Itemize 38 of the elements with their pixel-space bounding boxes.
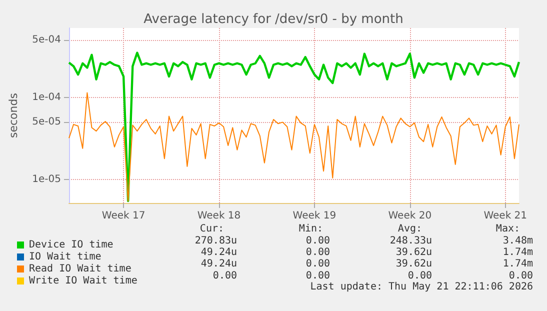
text: 0.00	[306, 270, 330, 282]
text: 49.24u	[200, 247, 237, 258]
text: Cur:	[200, 224, 224, 234]
text: 248.33u	[390, 236, 432, 246]
y-tick-label: 1e-04	[32, 92, 61, 103]
text: Min:	[298, 224, 324, 234]
legend-label: Device IO time	[29, 240, 114, 250]
text: 270.83u	[194, 236, 238, 246]
y-tick-label: 1e-05	[32, 174, 61, 186]
text: Avg:	[398, 224, 422, 234]
text: Last update: Thu May 21 22:11:06 2026	[310, 282, 534, 292]
text: 1.74m	[502, 247, 534, 258]
chart-title: Average latency for /dev/sr0 - by month	[144, 12, 404, 27]
text: Max:	[496, 224, 520, 234]
text: 39.62u	[396, 258, 432, 270]
text: 39.62u	[396, 247, 432, 258]
x-tick-label: Week 18	[197, 210, 241, 222]
x-tick-label: Week 20	[388, 210, 432, 222]
text: 0.00	[306, 247, 330, 258]
text: 0.00	[306, 236, 330, 246]
text: 0.00	[508, 270, 534, 282]
legend-label: Read IO Wait time	[29, 264, 132, 274]
x-tick-label: Week 21	[484, 210, 528, 222]
text: 0.00	[408, 270, 432, 282]
y-tick-label: 5e-05	[32, 116, 61, 128]
x-tick-label: Week 19	[292, 210, 336, 222]
text: 0.00	[212, 270, 238, 282]
text: 1.74m	[502, 258, 534, 270]
line-series	[68, 92, 520, 202]
text: 0.00	[306, 258, 330, 270]
y-axis-title: seconds	[7, 92, 20, 138]
text: 49.24u	[200, 258, 237, 270]
legend-label: IO Wait time	[29, 252, 102, 262]
text: 3.48m	[502, 236, 534, 246]
y-tick-label: 5e-04	[32, 34, 61, 46]
legend-label: Write IO Wait time	[29, 276, 138, 286]
x-tick-label: Week 17	[102, 210, 146, 222]
line-series	[68, 52, 520, 202]
